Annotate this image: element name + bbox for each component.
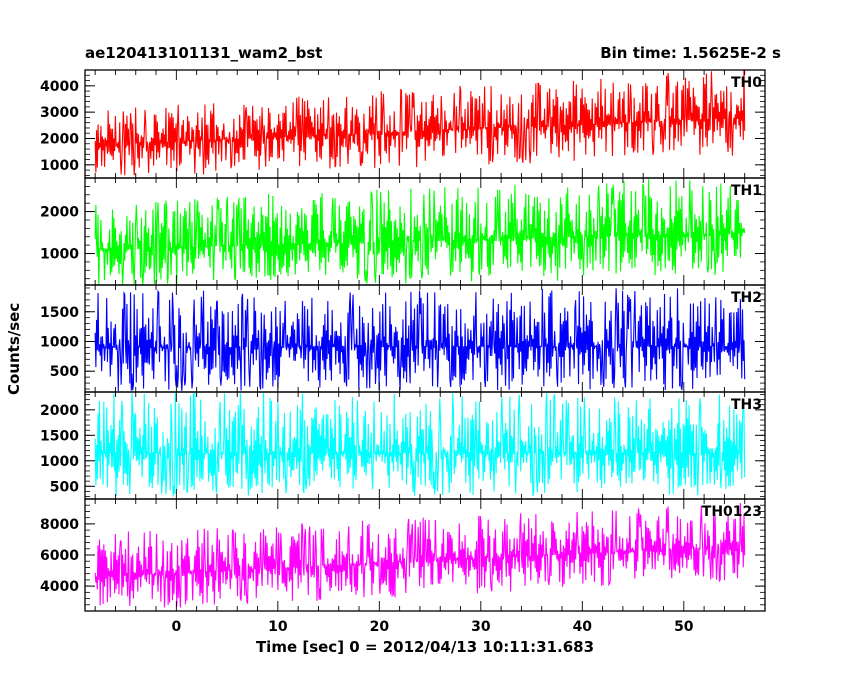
x-tick-label: 40 [573, 619, 593, 635]
panel-label-th0123: TH0123 [702, 504, 762, 520]
y-tick-label: 4000 [40, 579, 79, 595]
y-tick-label: 2000 [40, 205, 79, 221]
x-tick-label: 30 [471, 619, 491, 635]
y-tick-label: 3000 [40, 105, 79, 121]
panel-label-th2: TH2 [731, 290, 762, 306]
series-th0123 [94, 502, 746, 608]
series-th0 [94, 70, 746, 176]
panel-th1: 1000 2000 TH1 [40, 177, 766, 286]
y-tick-label: 4000 [40, 79, 79, 95]
panel-th0123: 4000 6000 8000 TH0123 [40, 498, 766, 612]
y-tick-label: 500 [50, 364, 79, 380]
panel-label-th1: TH1 [731, 183, 762, 199]
panel-label-th3: TH3 [731, 397, 762, 413]
x-tick-label: 20 [370, 619, 390, 635]
x-tick-label: 10 [268, 619, 288, 635]
y-tick-label: 500 [50, 479, 79, 495]
panel-th3: 500 1000 1500 2000 TH3 [40, 391, 766, 500]
series-th2 [94, 288, 746, 392]
y-tick-label: 1000 [40, 454, 79, 470]
y-tick-label: 2000 [40, 131, 79, 147]
series-th3 [94, 392, 746, 497]
y-axis-label: Counts/sec [5, 302, 23, 395]
y-tick-label: 8000 [40, 517, 79, 533]
y-tick-label: 1000 [40, 158, 79, 174]
panel-label-th0: TH0 [731, 75, 762, 91]
y-tick-label: 6000 [40, 548, 79, 564]
y-tick-label: 1500 [40, 428, 79, 444]
panel-th0: 1000 2000 3000 4000 TH0 [40, 69, 766, 179]
series-th1 [94, 179, 746, 285]
chart-title-right: Bin time: 1.5625E-2 s [600, 44, 781, 62]
y-tick-label: 1000 [40, 247, 79, 263]
x-tick-label: 0 [171, 619, 181, 635]
panel-th2: 500 1000 1500 TH2 [40, 284, 766, 393]
y-tick-label: 1000 [40, 334, 79, 350]
chart-title-left: ae120413101131_wam2_bst [85, 44, 323, 62]
x-tick-label: 50 [674, 619, 694, 635]
x-axis-label: Time [sec] 0 = 2012/04/13 10:11:31.683 [255, 638, 595, 656]
y-tick-label: 2000 [40, 403, 79, 419]
y-tick-label: 1500 [40, 305, 79, 321]
